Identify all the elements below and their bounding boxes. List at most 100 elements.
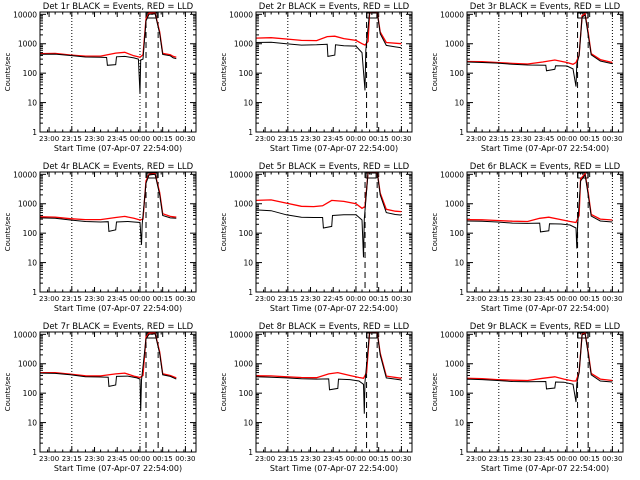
y-axis-label: Counts/sec — [431, 373, 439, 412]
plot-frame — [39, 331, 197, 453]
y-axis-label: Counts/sec — [220, 373, 228, 412]
plot-frame — [466, 11, 624, 133]
plot-frame — [255, 331, 413, 453]
events-series-line — [40, 13, 177, 94]
plot-frame — [466, 171, 624, 293]
plot-area — [467, 12, 613, 132]
y-tick-label: 10000 — [440, 170, 464, 179]
y-axis-label: Counts/sec — [220, 53, 228, 92]
plot-frame — [466, 331, 624, 453]
y-tick-label: 10 — [454, 99, 464, 108]
x-tick-label: 23:15 — [489, 295, 509, 303]
x-tick-label: 23:45 — [323, 135, 343, 143]
x-tick-label: 23:45 — [534, 135, 554, 143]
panel-det-4r: Det 4r BLACK = Events, RED = LLD Counts/s… — [4, 162, 197, 313]
x-tick-label: 00:30 — [602, 135, 622, 143]
x-tick-label: 00:15 — [580, 135, 600, 143]
y-tick-label: 1000 — [234, 40, 253, 49]
x-tick-label: 23:45 — [107, 295, 127, 303]
plot-area — [40, 172, 186, 292]
x-tick-label: 23:30 — [511, 455, 531, 463]
x-tick-label: 23:00 — [255, 455, 275, 463]
events-series-line — [40, 333, 177, 411]
y-tick-label: 100 — [23, 69, 38, 78]
y-tick-label: 1000 — [234, 200, 253, 209]
x-tick-label: 00:15 — [153, 135, 173, 143]
x-axis-label: Start Time (07-Apr-07 22:54:00) — [270, 464, 398, 473]
panel-det-7r: Det 7r BLACK = Events, RED = LLD Counts/s… — [4, 322, 197, 473]
panel-title: Det 6r BLACK = Events, RED = LLD — [470, 162, 621, 172]
y-tick-label: 1000 — [18, 200, 37, 209]
x-tick-label: 23:45 — [107, 135, 127, 143]
y-axis-label: Counts/sec — [220, 213, 228, 252]
x-axis-label: Start Time (07-Apr-07 22:54:00) — [481, 304, 609, 313]
y-tick-label: 1 — [32, 288, 37, 297]
y-axis-label: Counts/sec — [4, 213, 12, 252]
x-tick-label: 23:15 — [489, 455, 509, 463]
lld-series-line — [256, 172, 402, 213]
x-tick-label: 23:30 — [300, 455, 320, 463]
x-tick-label: 22:45 — [323, 295, 343, 303]
y-axis-label: Counts/sec — [4, 373, 12, 412]
x-tick-label: 23:30 — [300, 295, 320, 303]
y-tick-label: 10 — [27, 99, 37, 108]
panel-det-9r: Det 9r BLACK = Events, RED = LLD Counts/s… — [431, 322, 624, 473]
y-tick-label: 100 — [239, 389, 254, 398]
x-tick-label: 00:15 — [369, 455, 389, 463]
y-tick-label: 10 — [243, 259, 253, 268]
y-tick-label: 10 — [27, 419, 37, 428]
x-tick-label: 00:15 — [369, 135, 389, 143]
x-tick-label: 23:15 — [62, 455, 82, 463]
x-tick-label: 00:30 — [602, 295, 622, 303]
x-tick-label: 23:45 — [534, 455, 554, 463]
plot-area — [467, 332, 613, 452]
x-tick-label: 00:15 — [580, 455, 600, 463]
y-tick-label: 10 — [243, 99, 253, 108]
panel-title: Det 7r BLACK = Events, RED = LLD — [43, 322, 194, 332]
x-tick-label: 23:00 — [255, 295, 275, 303]
x-tick-label: 00:15 — [153, 455, 173, 463]
panel-title: Det 1r BLACK = Events, RED = LLD — [43, 2, 194, 12]
panel-title: Det 4r BLACK = Events, RED = LLD — [43, 162, 194, 172]
y-tick-label: 1 — [248, 128, 253, 137]
y-tick-label: 1000 — [445, 40, 464, 49]
y-tick-label: 1 — [32, 448, 37, 457]
x-tick-label: 00:15 — [153, 295, 173, 303]
plot-area — [256, 332, 402, 452]
x-tick-label: 00:00 — [130, 295, 150, 303]
plot-area — [467, 172, 613, 292]
x-tick-label: 23:00 — [39, 295, 59, 303]
y-tick-label: 10000 — [229, 10, 253, 19]
x-tick-label: 23:30 — [84, 295, 104, 303]
x-axis-label: Start Time (07-Apr-07 22:54:00) — [54, 464, 182, 473]
y-tick-label: 10000 — [440, 330, 464, 339]
y-tick-label: 10000 — [13, 330, 37, 339]
panel-title: Det 5r BLACK = Events, RED = LLD — [259, 162, 410, 172]
y-tick-label: 1000 — [18, 40, 37, 49]
plot-frame — [39, 11, 197, 133]
y-tick-label: 1 — [459, 288, 464, 297]
x-tick-label: 00:30 — [391, 455, 411, 463]
plot-frame — [39, 171, 197, 293]
events-series-line — [256, 332, 402, 414]
y-tick-label: 100 — [450, 69, 465, 78]
y-axis-label: Counts/sec — [4, 53, 12, 92]
x-tick-label: 00:00 — [557, 295, 577, 303]
y-tick-label: 100 — [450, 229, 465, 238]
y-tick-label: 100 — [23, 389, 38, 398]
panel-title: Det 3r BLACK = Events, RED = LLD — [470, 2, 621, 12]
x-tick-label: 00:00 — [130, 455, 150, 463]
y-tick-label: 1000 — [18, 360, 37, 369]
x-tick-label: 00:00 — [346, 135, 366, 143]
y-tick-label: 1000 — [234, 360, 253, 369]
panel-det-8r: Det 8r BLACK = Events, RED = LLD Counts/s… — [220, 322, 413, 473]
y-tick-label: 10 — [27, 259, 37, 268]
events-series-line — [467, 173, 613, 249]
events-series-line — [40, 173, 177, 245]
x-axis-label: Start Time (07-Apr-07 22:54:00) — [270, 144, 398, 153]
x-tick-label: 00:00 — [130, 135, 150, 143]
events-series-line — [256, 172, 402, 258]
x-tick-label: 00:15 — [369, 295, 389, 303]
x-tick-label: 23:15 — [489, 135, 509, 143]
